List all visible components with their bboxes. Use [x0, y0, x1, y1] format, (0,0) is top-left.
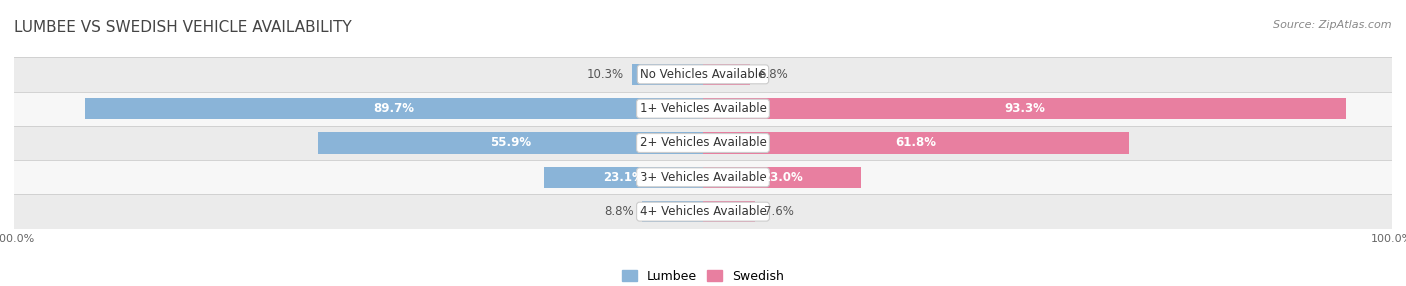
Text: 6.8%: 6.8%	[758, 68, 787, 81]
Text: 10.3%: 10.3%	[586, 68, 624, 81]
Bar	[643, 201, 703, 222]
Bar	[14, 92, 1392, 126]
Bar	[703, 98, 1346, 119]
Bar	[14, 57, 1392, 92]
Text: 93.3%: 93.3%	[1004, 102, 1045, 115]
Text: 2+ Vehicles Available: 2+ Vehicles Available	[640, 136, 766, 150]
Bar	[14, 126, 1392, 160]
Bar	[703, 64, 749, 85]
Bar	[703, 132, 1129, 154]
Text: 23.0%: 23.0%	[762, 171, 803, 184]
Text: 1+ Vehicles Available: 1+ Vehicles Available	[640, 102, 766, 115]
Legend: Lumbee, Swedish: Lumbee, Swedish	[617, 265, 789, 286]
Text: 55.9%: 55.9%	[489, 136, 531, 150]
Bar	[703, 201, 755, 222]
Text: No Vehicles Available: No Vehicles Available	[640, 68, 766, 81]
Bar	[14, 194, 1392, 229]
Text: LUMBEE VS SWEDISH VEHICLE AVAILABILITY: LUMBEE VS SWEDISH VEHICLE AVAILABILITY	[14, 20, 352, 35]
Text: 61.8%: 61.8%	[896, 136, 936, 150]
Text: 4+ Vehicles Available: 4+ Vehicles Available	[640, 205, 766, 218]
Text: 3+ Vehicles Available: 3+ Vehicles Available	[640, 171, 766, 184]
Text: 7.6%: 7.6%	[763, 205, 793, 218]
Bar	[84, 98, 703, 119]
Bar	[14, 160, 1392, 194]
Text: 23.1%: 23.1%	[603, 171, 644, 184]
Bar	[544, 167, 703, 188]
Bar	[633, 64, 703, 85]
Bar	[703, 167, 862, 188]
Text: 89.7%: 89.7%	[374, 102, 415, 115]
Text: 8.8%: 8.8%	[605, 205, 634, 218]
Bar	[318, 132, 703, 154]
Text: Source: ZipAtlas.com: Source: ZipAtlas.com	[1274, 20, 1392, 30]
